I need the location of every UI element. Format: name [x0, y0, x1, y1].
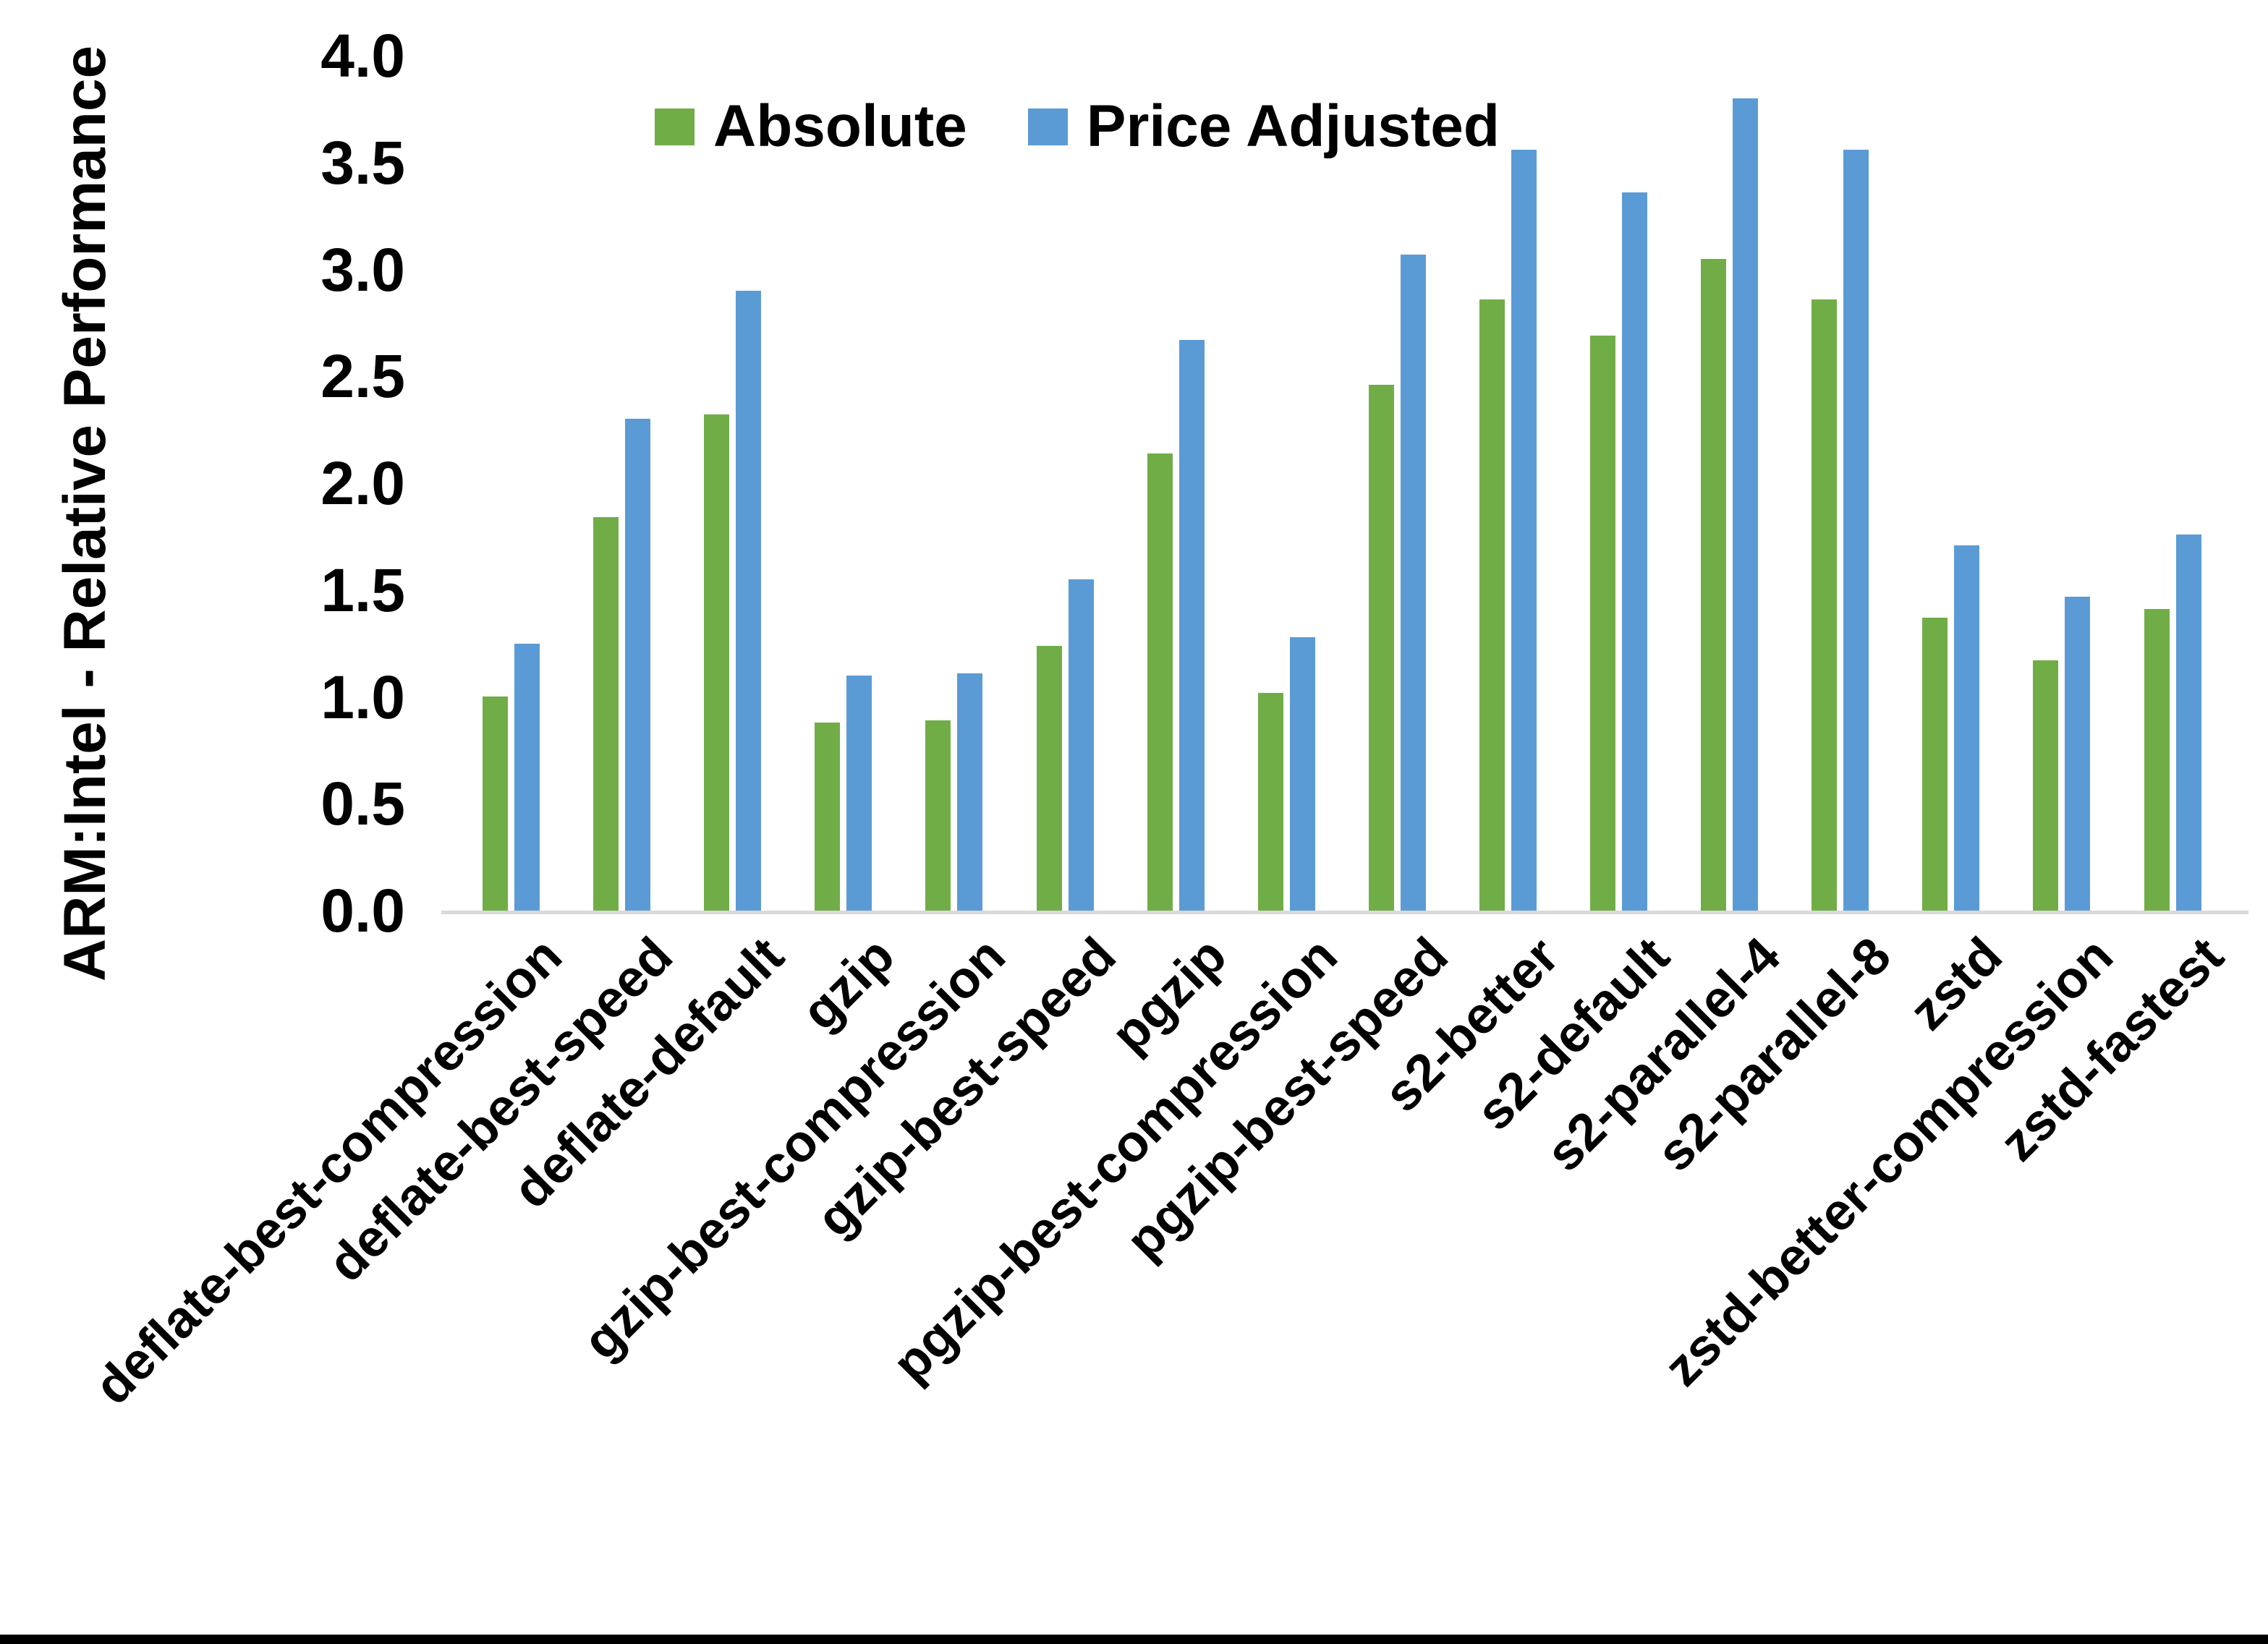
bar-pgzip-best-compression-price-adjusted [1290, 637, 1315, 911]
bar-deflate-best-compression-absolute [483, 697, 508, 911]
legend-label-price-adjusted: Price Adjusted [1086, 93, 1500, 159]
legend-swatch-absolute [655, 108, 695, 145]
x-axis-line [441, 911, 2248, 914]
y-tick-label-0.0: 0.0 [320, 877, 405, 945]
y-tick-label-3.5: 3.5 [320, 128, 405, 197]
bar-s2-default-price-adjusted [1622, 192, 1647, 911]
bottom-border [0, 1635, 2268, 1644]
bar-deflate-default-absolute [704, 414, 729, 911]
bar-zstd-price-adjusted [1954, 545, 1979, 911]
bar-s2-better-price-adjusted [1511, 150, 1537, 911]
y-tick-label-4.0: 4.0 [320, 22, 405, 90]
bar-s2-default-absolute [1590, 336, 1615, 911]
bar-zstd-fastest-absolute [2144, 609, 2170, 911]
bar-pgzip-best-speed-price-adjusted [1401, 255, 1426, 911]
bar-zstd-fastest-price-adjusted [2176, 534, 2201, 911]
bar-s2-parallel-8-price-adjusted [1843, 150, 1869, 911]
legend-item-price-adjusted: Price Adjusted [1027, 93, 1500, 161]
legend-label-absolute: Absolute [713, 93, 967, 159]
bar-deflate-best-speed-absolute [593, 517, 619, 911]
bar-deflate-default-price-adjusted [736, 291, 761, 911]
bar-s2-parallel-8-absolute [1812, 299, 1837, 911]
bar-gzip-best-speed-absolute [1037, 646, 1062, 911]
bar-pgzip-absolute [1147, 453, 1173, 911]
bar-gzip-price-adjusted [846, 676, 872, 911]
bar-gzip-best-speed-price-adjusted [1069, 579, 1094, 911]
y-tick-label-1.5: 1.5 [320, 555, 405, 624]
bar-zstd-absolute [1922, 618, 1948, 911]
legend: Absolute Price Adjusted [655, 93, 1500, 161]
y-tick-label-2.0: 2.0 [320, 449, 405, 517]
legend-swatch-price-adjusted [1027, 108, 1068, 145]
y-axis-title: ARM:Intel - Relative Performance [52, 45, 118, 982]
bar-s2-parallel-4-price-adjusted [1733, 98, 1758, 911]
bar-deflate-best-speed-price-adjusted [625, 419, 650, 911]
bar-deflate-best-compression-price-adjusted [514, 644, 540, 911]
bar-zstd-better-compression-absolute [2033, 660, 2058, 911]
y-tick-label-1.0: 1.0 [320, 663, 405, 731]
legend-item-absolute: Absolute [655, 93, 967, 161]
bar-zstd-better-compression-price-adjusted [2065, 597, 2090, 911]
bar-gzip-absolute [815, 723, 840, 911]
bar-s2-better-absolute [1479, 299, 1505, 911]
y-tick-label-0.5: 0.5 [320, 770, 405, 838]
y-tick-label-2.5: 2.5 [320, 342, 405, 411]
bar-pgzip-best-compression-absolute [1258, 693, 1283, 911]
bar-s2-parallel-4-absolute [1701, 259, 1726, 911]
bar-pgzip-best-speed-absolute [1369, 385, 1394, 911]
bar-gzip-best-compression-absolute [925, 720, 951, 911]
bar-pgzip-price-adjusted [1179, 340, 1205, 911]
y-tick-label-3.0: 3.0 [320, 235, 405, 304]
x-category-label-deflate-best-compression: deflate-best-compression [84, 927, 574, 1416]
bar-gzip-best-compression-price-adjusted [957, 673, 982, 911]
